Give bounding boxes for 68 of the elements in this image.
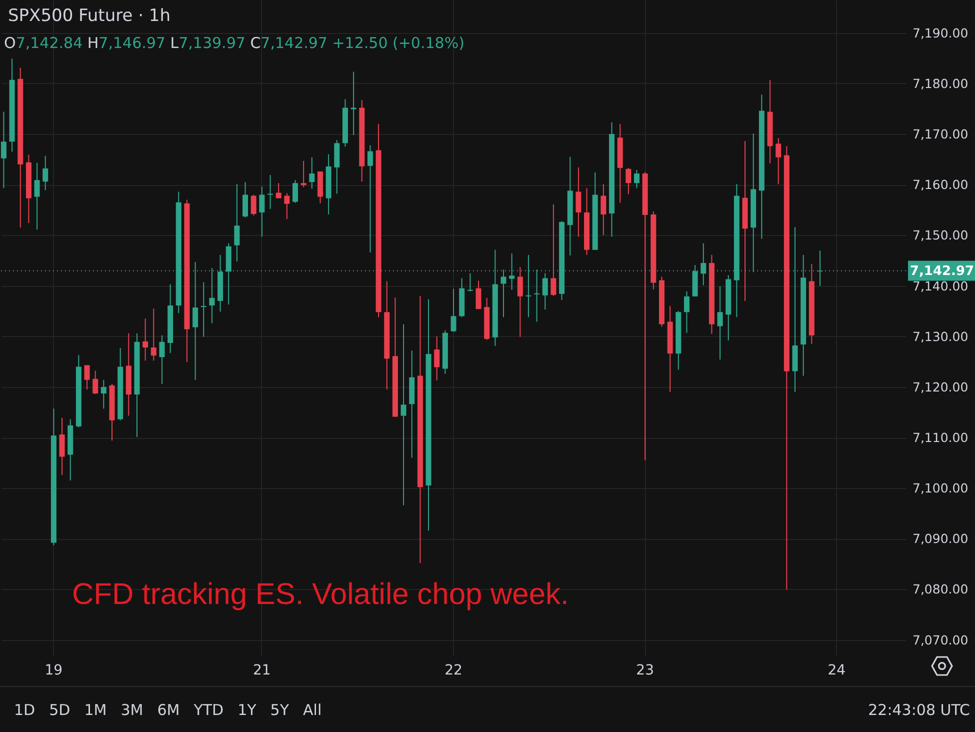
candlestick	[450, 288, 456, 332]
candlestick	[400, 324, 406, 506]
candlestick	[34, 162, 40, 230]
y-tick-label: 7,120.00	[912, 379, 968, 394]
candlestick	[367, 144, 373, 253]
candlestick	[42, 155, 48, 191]
x-tick-label: 22	[444, 662, 462, 678]
text: 1Y	[238, 701, 256, 719]
chart-title: SPX500 Future · 1h	[8, 6, 170, 26]
candlestick	[476, 280, 482, 310]
text: O7,142.84 H7,146.97 L7,139.97 C7,142.97 +12.50 (+0.18%)	[4, 34, 464, 52]
y-tick-label: 7,170.00	[912, 126, 968, 142]
x-tick-label: 24	[828, 662, 846, 678]
y-tick-label: 7,130.00	[912, 328, 968, 344]
x-tick-label: 21	[253, 662, 271, 678]
text: 6M	[157, 701, 180, 719]
candlestick	[776, 138, 782, 185]
candlestick	[276, 182, 282, 199]
text: 3M	[120, 701, 144, 719]
y-tick-label: 7,160.00	[912, 177, 968, 192]
x-tick-label: 19	[44, 662, 63, 678]
candlestick	[576, 166, 582, 238]
candlestick	[717, 286, 723, 360]
candlestick	[200, 282, 206, 338]
candlestick	[268, 174, 273, 210]
candlestick	[150, 308, 156, 362]
candlestick	[100, 379, 106, 410]
text: 1M	[84, 701, 107, 719]
candlestick	[300, 160, 306, 188]
candlestick	[0, 111, 6, 189]
candlestick	[159, 334, 165, 384]
y-tick-label: 7,150.00	[912, 228, 968, 243]
x-tick-label: 23	[636, 662, 654, 678]
y-tick-label: 7,180.00	[912, 76, 968, 91]
candlestick	[234, 184, 240, 262]
candlestick	[634, 169, 640, 189]
candlestick	[142, 318, 148, 362]
text: 5D	[49, 701, 70, 719]
candlestick	[92, 370, 98, 395]
candlestick	[309, 156, 315, 190]
candlestick	[684, 290, 690, 334]
y-tick-label: 7,140.00	[912, 278, 968, 294]
y-tick-label: 7,190.00	[912, 25, 968, 40]
candlestick	[626, 167, 632, 195]
candlestick	[84, 364, 90, 390]
text: YTD	[194, 701, 224, 719]
candlestick	[59, 417, 65, 476]
candlestick	[292, 180, 298, 204]
text: 1D	[14, 701, 36, 719]
candlestick	[517, 266, 523, 338]
y-tick-label: 7,080.00	[912, 582, 968, 597]
text: 5Y	[270, 701, 290, 719]
annotation: CFD tracking ES. Volatile chop week.	[72, 578, 569, 612]
candlestick	[350, 71, 356, 136]
candlestick	[550, 204, 556, 296]
candlestick	[434, 336, 440, 381]
candlestick	[284, 192, 290, 220]
y-tick-label: 7,110.00	[912, 430, 968, 446]
candlestick	[600, 184, 606, 236]
y-tick-label: 7,100.00	[912, 480, 968, 496]
y-tick-label: 7,090.00	[912, 531, 968, 546]
text: 22:43:08 UTC	[868, 701, 970, 719]
candlestick	[259, 186, 265, 238]
text: All	[303, 701, 322, 719]
ref-line-label: 7,142.97	[910, 264, 974, 279]
candlestick	[250, 194, 256, 216]
y-tick-label: 7,070.00	[912, 632, 968, 648]
candlestick	[242, 182, 248, 218]
